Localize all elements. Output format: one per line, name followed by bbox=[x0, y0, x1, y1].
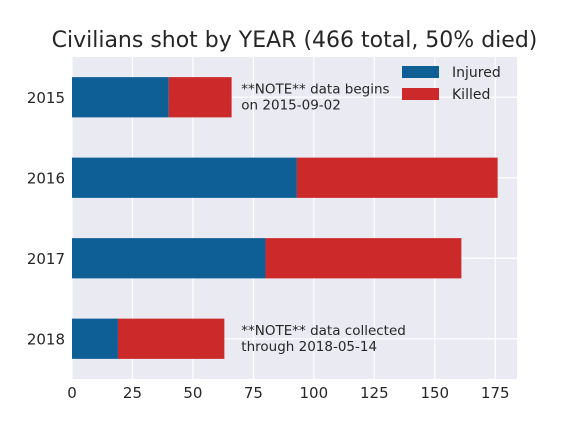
annotation-text: on 2015-09-02 bbox=[241, 97, 341, 113]
annotation-text: through 2018-05-14 bbox=[241, 339, 377, 355]
annotation-text: **NOTE** data begins bbox=[241, 81, 389, 97]
x-tick-labels: 0 25 50 75 100 125 150 175 bbox=[67, 384, 509, 402]
bars bbox=[72, 77, 498, 359]
legend-label: Injured bbox=[452, 65, 501, 81]
y-tick-label: 2015 bbox=[27, 89, 65, 107]
y-tick-label: 2016 bbox=[27, 169, 65, 187]
x-tick-label: 75 bbox=[244, 384, 263, 402]
legend: Injured Killed bbox=[402, 65, 501, 103]
bar-injured-2018 bbox=[72, 318, 118, 359]
y-tick-label: 2018 bbox=[27, 330, 65, 348]
legend-swatch-killed bbox=[402, 88, 439, 100]
x-tick-label: 0 bbox=[67, 384, 77, 402]
bar-killed-2016 bbox=[296, 157, 498, 198]
y-tick-labels: 2015 2016 2017 2018 bbox=[27, 89, 65, 349]
x-tick-label: 25 bbox=[123, 384, 142, 402]
bar-killed-2018 bbox=[117, 318, 225, 359]
x-tick-label: 150 bbox=[420, 384, 449, 402]
bar-killed-2015 bbox=[168, 77, 232, 118]
x-tick-label: 175 bbox=[481, 384, 510, 402]
bar-injured-2015 bbox=[72, 77, 169, 118]
annotation-text: **NOTE** data collected bbox=[241, 323, 406, 339]
x-tick-label: 50 bbox=[183, 384, 202, 402]
x-tick-label: 125 bbox=[360, 384, 389, 402]
chart-title: Civilians shot by YEAR (466 total, 50% d… bbox=[52, 28, 538, 53]
legend-swatch-injured bbox=[402, 66, 439, 78]
bar-injured-2017 bbox=[72, 238, 266, 279]
bar-killed-2017 bbox=[265, 238, 462, 279]
bar-injured-2016 bbox=[72, 157, 297, 198]
legend-label: Killed bbox=[452, 87, 490, 103]
x-tick-label: 100 bbox=[300, 384, 329, 402]
y-tick-label: 2017 bbox=[27, 250, 65, 268]
